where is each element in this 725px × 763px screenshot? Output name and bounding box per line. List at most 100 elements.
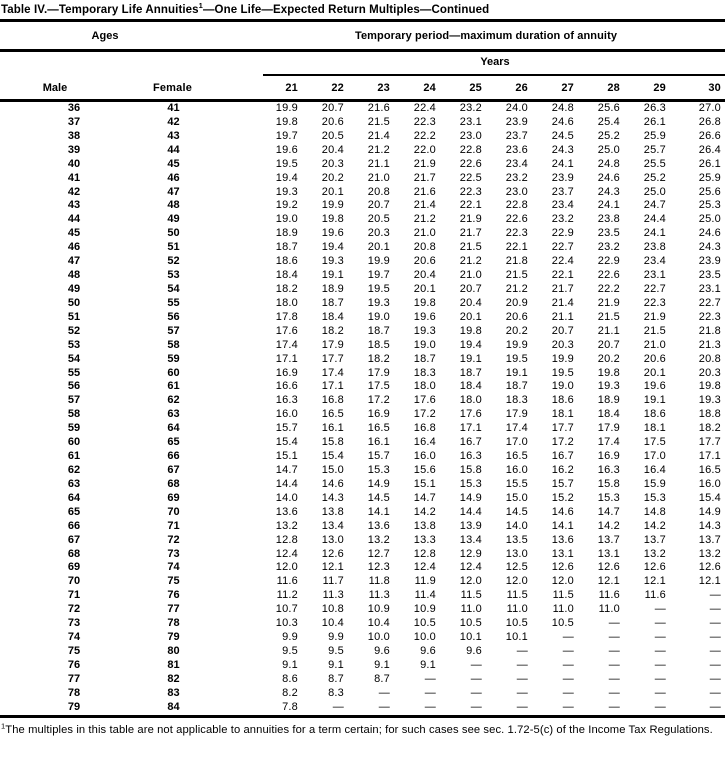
multiple-value: 17.2 — [367, 394, 390, 407]
column-header-row: Male Female 21 22 23 24 25 26 27 28 29 30 — [0, 76, 725, 99]
multiple-value: 10.4 — [321, 617, 344, 630]
male-age-value: 48 — [67, 269, 81, 282]
multiple-value: 24.1 — [643, 227, 666, 240]
year-column-header: 21 — [285, 81, 298, 94]
multiple-value: 18.9 — [321, 282, 344, 295]
multiple-value: 9.1 — [328, 658, 344, 671]
multiple-value: 21.1 — [551, 310, 574, 323]
multiple-value: 20.4 — [413, 269, 436, 282]
footnote-text: The multiples in this table are not appl… — [5, 724, 713, 736]
female-age-value: 84 — [167, 700, 180, 713]
year-column-header: 27 — [561, 81, 574, 94]
multiple-value: 18.7 — [321, 296, 344, 309]
table-row: 66 71 13.2 13.4 13.6 13.8 13.9 14.0 14.1 14.2 14.2… — [0, 520, 725, 534]
multiple-value: 12.8 — [275, 533, 298, 546]
multiple-value: 22.3 — [413, 115, 436, 128]
male-age-value: 53 — [67, 338, 81, 351]
multiple-value: 13.6 — [367, 519, 390, 532]
multiple-value: 15.4 — [275, 436, 298, 449]
multiple-value: 21.7 — [413, 171, 436, 184]
multiple-value: 15.4 — [698, 491, 721, 504]
multiple-value: 19.8 — [275, 115, 298, 128]
multiple-value: 17.6 — [275, 324, 298, 337]
multiple-value: 23.1 — [459, 115, 482, 128]
male-age-value: 75 — [67, 644, 81, 657]
multiple-value: — — [516, 658, 528, 671]
multiple-value: 18.7 — [275, 241, 298, 254]
multiple-value: 21.9 — [643, 310, 666, 323]
multiple-value: — — [608, 617, 620, 630]
multiple-value: 21.8 — [698, 324, 721, 337]
multiple-value: 19.9 — [551, 352, 574, 365]
female-age-value: 55 — [167, 296, 180, 309]
multiple-value: 14.3 — [321, 491, 344, 504]
multiple-value: 15.8 — [459, 463, 482, 476]
multiple-value: 18.7 — [505, 380, 528, 393]
multiple-value: 12.0 — [459, 575, 482, 588]
male-age-value: 63 — [67, 477, 81, 490]
multiple-value: 25.5 — [643, 157, 666, 170]
multiple-value: 18.8 — [698, 408, 721, 421]
multiple-value: 9.9 — [282, 631, 298, 644]
male-column-header: Male — [42, 81, 68, 94]
female-age-value: 47 — [167, 185, 180, 198]
multiple-value: 9.1 — [374, 658, 390, 671]
male-age-value: 36 — [67, 102, 81, 114]
multiple-value: 14.4 — [275, 477, 298, 490]
multiple-value: 16.5 — [321, 408, 344, 421]
multiple-value: 16.7 — [551, 450, 574, 463]
male-age-value: 72 — [67, 603, 81, 616]
multiple-value: 23.7 — [551, 185, 574, 198]
year-column-header: 25 — [469, 81, 482, 94]
multiple-value: 26.8 — [698, 115, 721, 128]
multiple-value: 23.7 — [505, 129, 528, 142]
male-age-value: 52 — [67, 324, 81, 337]
multiple-value: 12.1 — [698, 575, 721, 588]
female-age-value: 61 — [167, 380, 180, 393]
table-row: 73 78 10.3 10.4 10.4 10.5 10.5 10.5 10.5 — — — — [0, 617, 725, 631]
multiple-value: 15.7 — [551, 477, 574, 490]
multiple-value: 15.1 — [413, 477, 436, 490]
female-age-value: 73 — [167, 547, 180, 560]
multiple-value: 17.9 — [321, 338, 344, 351]
female-age-value: 54 — [167, 282, 180, 295]
multiple-value: 20.4 — [321, 143, 344, 156]
multiple-value: 16.0 — [505, 463, 528, 476]
table-row: 69 74 12.0 12.1 12.3 12.4 12.4 12.5 12.6 12.6 12.6… — [0, 561, 725, 575]
multiple-value: 19.1 — [459, 352, 482, 365]
multiple-value: 23.5 — [597, 227, 620, 240]
multiple-value: — — [608, 700, 620, 713]
table-row: 76 81 9.1 9.1 9.1 9.1 — — — — — — — [0, 659, 725, 673]
male-age-value: 57 — [67, 394, 81, 407]
female-age-value: 42 — [167, 115, 180, 128]
multiple-value: 15.0 — [505, 491, 528, 504]
multiple-value: 24.4 — [643, 213, 666, 226]
multiple-value: — — [470, 672, 482, 685]
multiple-value: 17.1 — [459, 422, 482, 435]
multiple-value: 20.1 — [367, 241, 390, 254]
table-row: 40 45 19.5 20.3 21.1 21.9 22.6 23.4 24.1 24.8 25.5… — [0, 158, 725, 172]
multiple-value: 21.0 — [643, 338, 666, 351]
multiple-value: 20.7 — [459, 282, 482, 295]
table-row: 50 55 18.0 18.7 19.3 19.8 20.4 20.9 21.4 21.9 22.3… — [0, 297, 725, 311]
male-age-value: 77 — [67, 672, 81, 685]
multiple-value: — — [608, 686, 620, 699]
multiple-value: 18.6 — [551, 394, 574, 407]
multiple-value: 17.1 — [698, 450, 721, 463]
multiple-value: 22.1 — [459, 199, 482, 212]
table-row: 61 66 15.1 15.4 15.7 16.0 16.3 16.5 16.7 16.9 17.0… — [0, 450, 725, 464]
table-row: 36 41 19.9 20.7 21.6 22.4 23.2 24.0 24.8 25.6 26.3… — [0, 102, 725, 116]
multiple-value: 19.9 — [321, 199, 344, 212]
female-age-value: 80 — [167, 644, 180, 657]
multiple-value: 15.3 — [367, 463, 390, 476]
multiple-value: 12.6 — [643, 561, 666, 574]
multiple-value: 20.6 — [643, 352, 666, 365]
multiple-value: 24.7 — [643, 199, 666, 212]
multiple-value: 20.5 — [367, 213, 390, 226]
multiple-value: 22.7 — [643, 282, 666, 295]
male-age-value: 67 — [67, 533, 81, 546]
multiple-value: 15.0 — [321, 463, 344, 476]
multiple-value: 20.7 — [321, 102, 344, 114]
multiple-value: 14.6 — [551, 505, 574, 518]
multiple-value: 15.7 — [275, 422, 298, 435]
